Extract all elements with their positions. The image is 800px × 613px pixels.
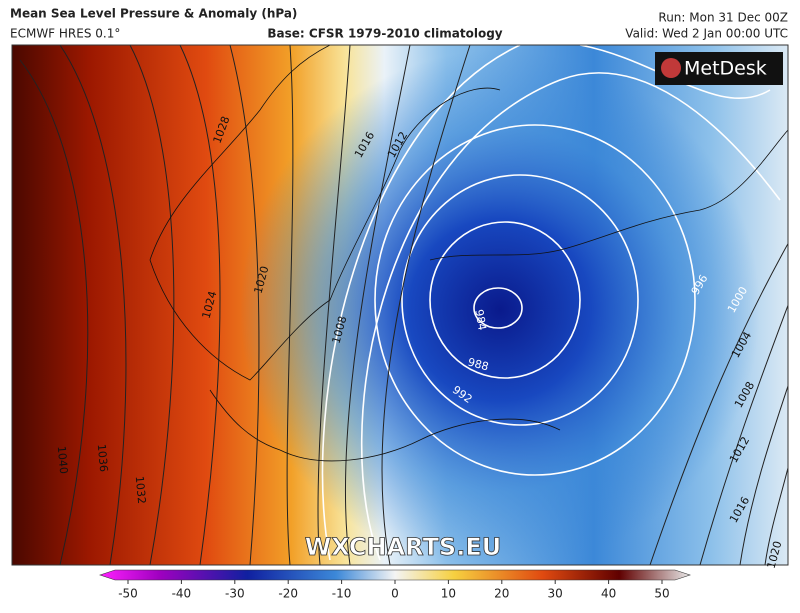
contour-label: 1032: [133, 475, 148, 504]
base: Base: CFSR 1979-2010 climatology: [267, 27, 502, 41]
colorbar: [99, 569, 691, 581]
colorbar-tick-label: 0: [391, 587, 399, 601]
colorbar-tick-label: -40: [172, 587, 192, 601]
isobars-high: [19, 45, 788, 565]
colorbar-tick-label: -20: [278, 587, 298, 601]
colorbar-tick-label: 30: [548, 587, 563, 601]
coastlines: [149, 45, 788, 462]
low-anomaly: [12, 45, 788, 565]
colorbar-tick-label: -30: [225, 587, 245, 601]
contour-label: 984: [472, 308, 488, 331]
contour-label: 1036: [95, 443, 110, 472]
colorbar-ticks: -50 -40 -30 -20 -10 0 10 20 30 40 50: [118, 580, 670, 601]
logo-icon: [661, 58, 681, 78]
colorbar-tick-label: -50: [118, 587, 138, 601]
colorbar-tick-label: 20: [494, 587, 509, 601]
colorbar-tick-label: 10: [441, 587, 456, 601]
contour-label: 1040: [55, 445, 70, 474]
watermark: WXCHARTS.EU: [305, 533, 501, 561]
isobars-low: [321, 45, 781, 561]
logo: MetDesk: [684, 58, 767, 80]
valid: Valid: Wed 2 Jan 00:00 UTC: [625, 27, 788, 41]
colorbar-tick-label: -10: [332, 587, 352, 601]
title: Mean Sea Level Pressure & Anomaly (hPa): [10, 7, 297, 21]
model: ECMWF HRES 0.1°: [10, 27, 120, 41]
colorbar-tick-label: 40: [601, 587, 616, 601]
map-frame: [11, 44, 789, 566]
contour-label: 988: [466, 356, 490, 374]
run: Run: Mon 31 Dec 00Z: [658, 11, 788, 25]
colorbar-tick-label: 50: [654, 587, 669, 601]
map: MetDesk WXCHARTS.EU: [12, 45, 788, 565]
